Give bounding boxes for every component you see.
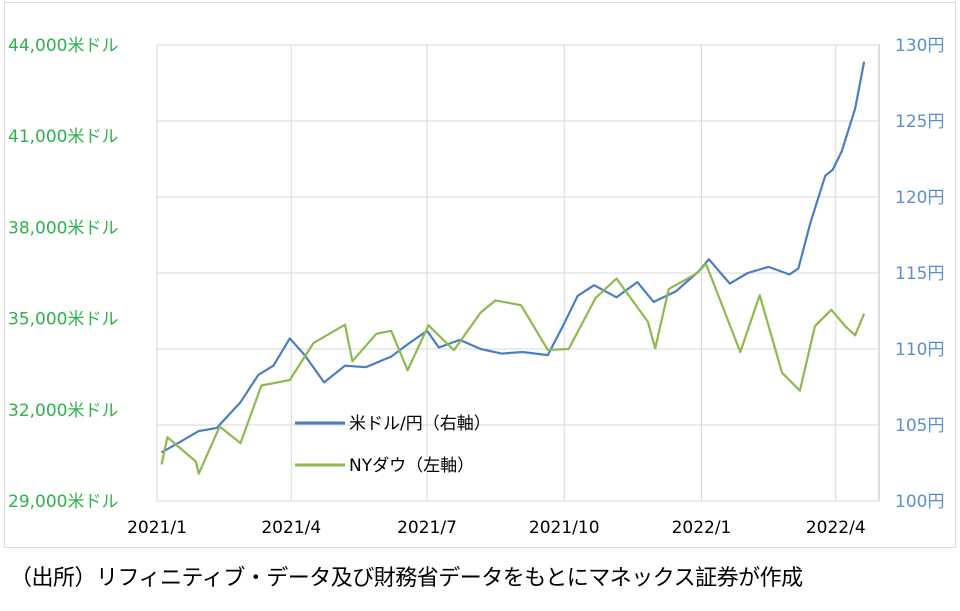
- right-tick-label: 130円: [895, 36, 944, 56]
- right-tick-label: 110円: [895, 340, 944, 360]
- chart-frame: 44,000米ドル 41,000米ドル 38,000米ドル 35,000米ドル 32,0…: [4, 2, 956, 548]
- left-tick-label: 35,000米ドル: [8, 310, 118, 330]
- right-tick-label: 100円: [895, 492, 944, 512]
- line-chart: 44,000米ドル 41,000米ドル 38,000米ドル 35,000米ドル 32,0…: [8, 36, 944, 538]
- left-tick-label: 32,000米ドル: [8, 401, 118, 421]
- left-tick-label: 38,000米ドル: [8, 218, 118, 238]
- x-tick-label: 2021/1: [127, 518, 187, 538]
- source-note: （出所）リフィニティブ・データ及び財務省データをもとにマネックス証券が作成: [10, 566, 803, 591]
- legend-label: 米ドル/円（右軸）: [349, 414, 491, 434]
- x-tick-label: 2022/4: [806, 518, 866, 538]
- left-tick-label: 44,000米ドル: [8, 36, 118, 56]
- series-line-nydow: [160, 262, 866, 475]
- left-tick-label: 29,000米ドル: [8, 492, 118, 512]
- x-tick-label: 2021/4: [261, 518, 321, 538]
- legend: 米ドル/円（右軸） NYダウ（左軸）: [295, 414, 491, 476]
- right-tick-label: 105円: [895, 416, 944, 436]
- x-tick-label: 2022/1: [672, 518, 732, 538]
- right-tick-label: 120円: [895, 188, 944, 208]
- x-tick-label: 2021/7: [397, 518, 457, 538]
- grid-lines: [156, 44, 879, 502]
- x-tick-label: 2021/10: [529, 518, 600, 538]
- x-axis-ticks: 2021/1 2021/4 2021/7 2021/10 2022/1 2022/4: [127, 518, 866, 538]
- right-tick-label: 125円: [895, 112, 944, 132]
- left-tick-label: 41,000米ドル: [8, 127, 118, 147]
- right-tick-label: 115円: [895, 264, 944, 284]
- legend-label: NYダウ（左軸）: [349, 456, 474, 476]
- left-axis-ticks: 44,000米ドル 41,000米ドル 38,000米ドル 35,000米ドル 32,0…: [8, 36, 118, 512]
- series-lines: [160, 61, 866, 475]
- series-line-usdjpy: [160, 61, 866, 454]
- right-axis-ticks: 130円 125円 120円 115円 110円 105円 100円: [895, 36, 944, 512]
